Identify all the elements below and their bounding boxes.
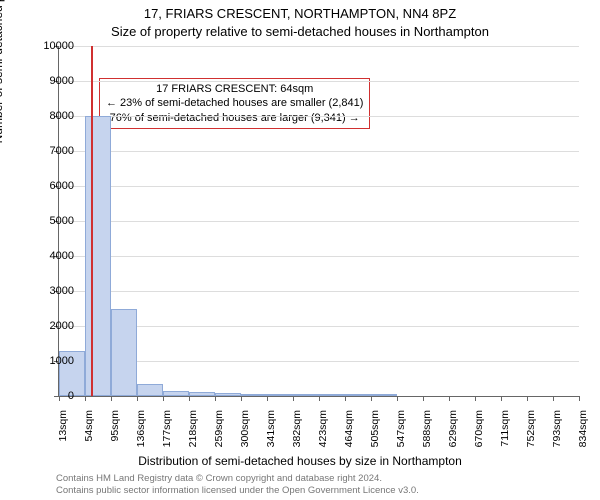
x-tick-mark [449,396,450,401]
x-tick-mark [475,396,476,401]
x-tick-label: 793sqm [551,410,563,460]
histogram-bar [371,394,398,396]
gridline-h [59,81,579,82]
x-tick-label: 588sqm [421,410,433,460]
x-tick-label: 136sqm [135,410,147,460]
gridline-h [59,151,579,152]
annotation-line3: 76% of semi-detached houses are larger (… [106,111,363,125]
x-tick-mark [293,396,294,401]
annotation-line1: 17 FRIARS CRESCENT: 64sqm [106,82,363,96]
gridline-h [59,116,579,117]
y-tick-label: 0 [24,390,74,402]
x-tick-label: 218sqm [187,410,199,460]
y-tick-label: 5000 [24,215,74,227]
x-tick-mark [345,396,346,401]
y-axis-label: Number of semi-detached properties [0,0,5,221]
y-tick-label: 6000 [24,180,74,192]
x-tick-mark [111,396,112,401]
histogram-bar [345,394,371,396]
x-tick-label: 177sqm [161,410,173,460]
x-tick-mark [163,396,164,401]
chart-container: 17, FRIARS CRESCENT, NORTHAMPTON, NN4 8P… [0,0,600,500]
x-tick-label: 13sqm [57,410,69,460]
histogram-bar [293,394,319,396]
y-tick-label: 10000 [24,40,74,52]
x-tick-label: 423sqm [317,410,329,460]
property-highlight-line [91,46,93,396]
y-tick-label: 4000 [24,250,74,262]
x-tick-mark [189,396,190,401]
histogram-bar [241,394,267,396]
x-tick-label: 341sqm [265,410,277,460]
x-tick-label: 752sqm [525,410,537,460]
y-tick-label: 2000 [24,320,74,332]
histogram-bar [215,393,241,396]
x-tick-label: 505sqm [369,410,381,460]
chart-title-line2: Size of property relative to semi-detach… [0,24,600,39]
y-tick-label: 7000 [24,145,74,157]
gridline-h [59,361,579,362]
y-tick-label: 8000 [24,110,74,122]
x-tick-mark [397,396,398,401]
histogram-bar [137,384,163,396]
x-tick-mark [241,396,242,401]
y-tick-label: 9000 [24,75,74,87]
footnote-line2: Contains public sector information licen… [56,485,419,496]
x-tick-mark [553,396,554,401]
annotation-box: 17 FRIARS CRESCENT: 64sqm ← 23% of semi-… [99,78,370,129]
x-tick-label: 547sqm [395,410,407,460]
histogram-bar [85,116,111,396]
x-tick-mark [215,396,216,401]
gridline-h [59,291,579,292]
histogram-bar [319,394,345,396]
footnote: Contains HM Land Registry data © Crown c… [56,473,419,496]
x-tick-mark [85,396,86,401]
plot-area: 17 FRIARS CRESCENT: 64sqm ← 23% of semi-… [58,46,579,397]
x-tick-label: 300sqm [239,410,251,460]
x-tick-mark [527,396,528,401]
y-tick-label: 1000 [24,355,74,367]
histogram-bar [267,394,293,396]
x-tick-label: 629sqm [447,410,459,460]
x-tick-label: 711sqm [499,410,511,460]
histogram-bar [189,392,215,396]
gridline-h [59,186,579,187]
x-axis-label: Distribution of semi-detached houses by … [0,454,600,468]
x-tick-mark [579,396,580,401]
x-tick-mark [423,396,424,401]
histogram-bar [111,309,137,397]
x-tick-mark [371,396,372,401]
x-tick-label: 670sqm [473,410,485,460]
x-tick-mark [137,396,138,401]
x-tick-label: 259sqm [213,410,225,460]
gridline-h [59,221,579,222]
gridline-h [59,326,579,327]
x-tick-label: 382sqm [291,410,303,460]
chart-title-line1: 17, FRIARS CRESCENT, NORTHAMPTON, NN4 8P… [0,6,600,21]
x-tick-label: 464sqm [343,410,355,460]
gridline-h [59,46,579,47]
x-tick-label: 834sqm [577,410,589,460]
histogram-bar [163,391,189,396]
x-tick-label: 54sqm [83,410,95,460]
y-tick-label: 3000 [24,285,74,297]
annotation-line2: ← 23% of semi-detached houses are smalle… [106,96,363,110]
footnote-line1: Contains HM Land Registry data © Crown c… [56,473,419,484]
x-tick-label: 95sqm [109,410,121,460]
x-tick-mark [319,396,320,401]
gridline-h [59,256,579,257]
x-tick-mark [267,396,268,401]
x-tick-mark [501,396,502,401]
